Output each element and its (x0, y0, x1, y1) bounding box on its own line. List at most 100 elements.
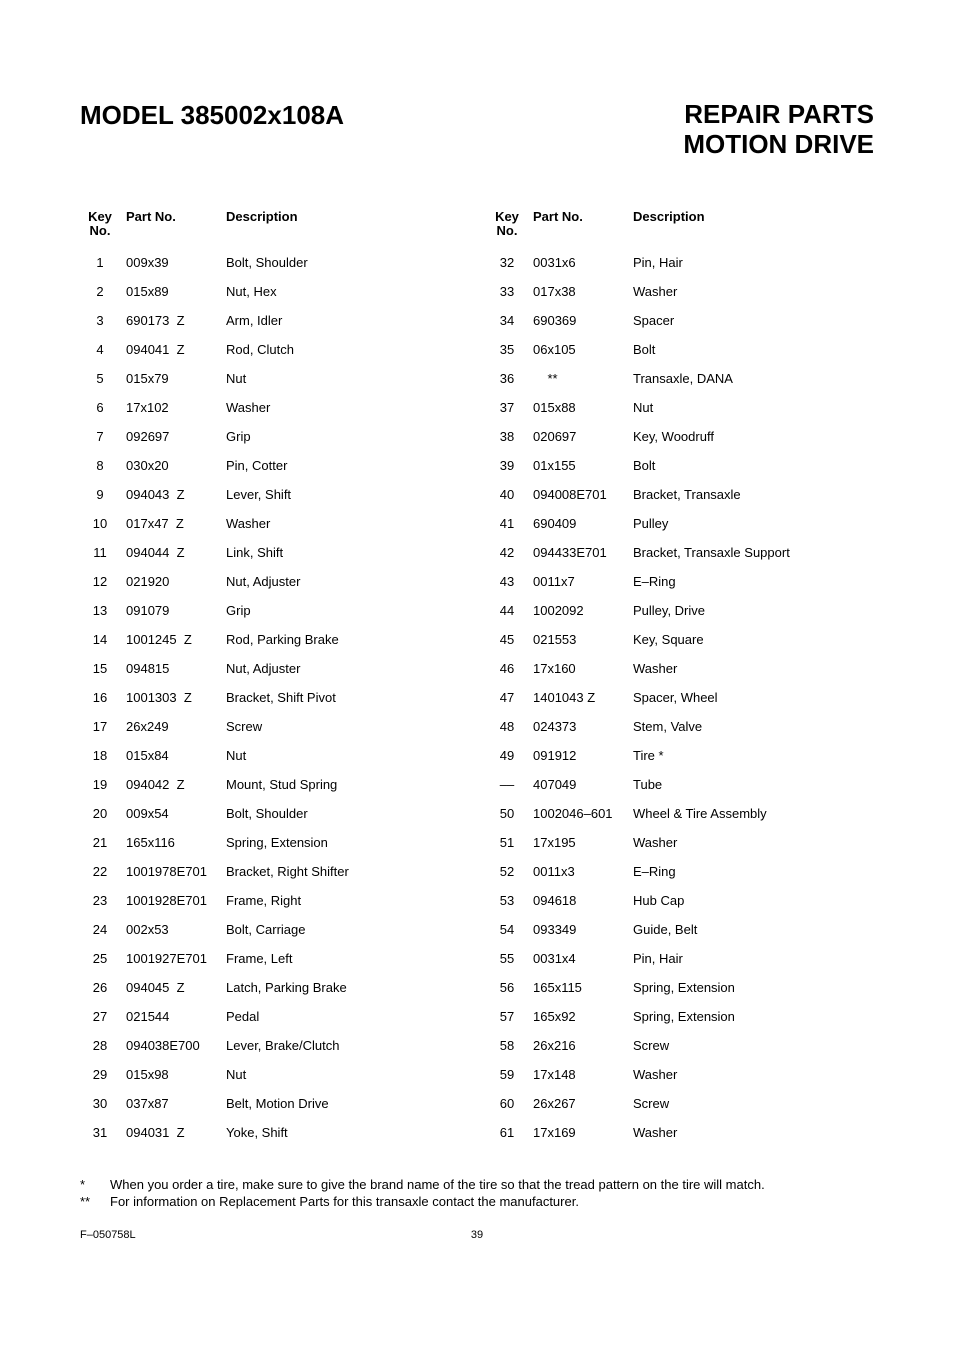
cell-part: 01x155 (527, 458, 627, 473)
parts-column-left: Key No. Part No. Description 1009x39Bolt… (80, 210, 467, 1148)
cell-key: 13 (80, 603, 120, 618)
cell-part: 094008E701 (527, 487, 627, 502)
parts-column-right: Key No. Part No. Description 320031x6Pin… (487, 210, 874, 1148)
cell-description: Yoke, Shift (220, 1125, 467, 1140)
cell-key: 56 (487, 980, 527, 995)
cell-description: Pulley (627, 516, 874, 531)
cell-key: 20 (80, 806, 120, 821)
cell-part: 1001978E701 (120, 864, 220, 879)
cell-description: Pulley, Drive (627, 603, 874, 618)
cell-description: Bracket, Right Shifter (220, 864, 467, 879)
header-key: Key No. (487, 210, 527, 239)
table-row: 15094815Nut, Adjuster (80, 654, 467, 683)
cell-part: 094038E700 (120, 1038, 220, 1053)
cell-part: 021920 (120, 574, 220, 589)
table-row: 550031x4Pin, Hair (487, 944, 874, 973)
footnote-text: When you order a tire, make sure to give… (110, 1177, 874, 1192)
cell-description: Spring, Extension (627, 980, 874, 995)
cell-part: 26x267 (527, 1096, 627, 1111)
cell-key: 30 (80, 1096, 120, 1111)
cell-key: 12 (80, 574, 120, 589)
cell-key: 47 (487, 690, 527, 705)
cell-description: Arm, Idler (220, 313, 467, 328)
cell-key: 57 (487, 1009, 527, 1024)
cell-part: 690173 Z (120, 313, 220, 328)
cell-key: 2 (80, 284, 120, 299)
section-title-line2: MOTION DRIVE (683, 130, 874, 160)
cell-part: 0011x7 (527, 574, 627, 589)
cell-key: 45 (487, 632, 527, 647)
footer-doc: F–050758L (80, 1229, 462, 1241)
cell-description: Key, Woodruff (627, 429, 874, 444)
cell-part: 015x89 (120, 284, 220, 299)
cell-part: 015x84 (120, 748, 220, 763)
cell-part: 094815 (120, 661, 220, 676)
cell-key: 6 (80, 400, 120, 415)
cell-description: Pedal (220, 1009, 467, 1024)
cell-key: 8 (80, 458, 120, 473)
cell-part: 17x102 (120, 400, 220, 415)
header-key-line1: Key (487, 210, 527, 224)
cell-description: Bracket, Transaxle (627, 487, 874, 502)
cell-key: 43 (487, 574, 527, 589)
footnotes: *When you order a tire, make sure to giv… (80, 1177, 874, 1209)
table-row: 7092697Grip (80, 422, 467, 451)
cell-part: 165x116 (120, 835, 220, 850)
cell-description: Screw (627, 1096, 874, 1111)
cell-part: 407049 (527, 777, 627, 792)
cell-description: Screw (627, 1038, 874, 1053)
table-row: 6117x169Washer (487, 1118, 874, 1147)
table-row: 34690369Spacer (487, 306, 874, 335)
footnote-line: **For information on Replacement Parts f… (80, 1194, 874, 1209)
cell-key: 24 (80, 922, 120, 937)
cell-description: E–Ring (627, 574, 874, 589)
table-row: 12021920Nut, Adjuster (80, 567, 467, 596)
cell-description: Tube (627, 777, 874, 792)
cell-part: 094031 Z (120, 1125, 220, 1140)
cell-part: 030x20 (120, 458, 220, 473)
cell-part: 26x216 (527, 1038, 627, 1053)
cell-part: 094044 Z (120, 545, 220, 560)
cell-part: 165x92 (527, 1009, 627, 1024)
table-row: 10017x47 ZWasher (80, 509, 467, 538)
cell-part: 1401043 Z (527, 690, 627, 705)
table-row: 617x102Washer (80, 393, 467, 422)
cell-description: Pin, Hair (627, 951, 874, 966)
cell-description: Mount, Stud Spring (220, 777, 467, 792)
cell-description: Frame, Right (220, 893, 467, 908)
cell-key: 49 (487, 748, 527, 763)
footer-spacer (492, 1229, 874, 1241)
cell-description: Screw (220, 719, 467, 734)
cell-part: 0011x3 (527, 864, 627, 879)
cell-part: 094041 Z (120, 342, 220, 357)
cell-key: 35 (487, 342, 527, 357)
cell-part: 690369 (527, 313, 627, 328)
cell-description: Link, Shift (220, 545, 467, 560)
cell-key: 38 (487, 429, 527, 444)
cell-description: Washer (627, 284, 874, 299)
table-row: 18015x84Nut (80, 741, 467, 770)
cell-description: Bracket, Shift Pivot (220, 690, 467, 705)
table-row: 5917x148Washer (487, 1060, 874, 1089)
cell-description: Spacer (627, 313, 874, 328)
cell-part: 037x87 (120, 1096, 220, 1111)
table-row: 3901x155Bolt (487, 451, 874, 480)
table-row: 21165x116Spring, Extension (80, 828, 467, 857)
footnote-symbol: ** (80, 1194, 110, 1209)
table-row: 24002x53Bolt, Carriage (80, 915, 467, 944)
cell-part: ** (527, 371, 627, 386)
table-row: 5826x216Screw (487, 1031, 874, 1060)
page-footer: F–050758L 39 (80, 1229, 874, 1241)
table-row: 430011x7E–Ring (487, 567, 874, 596)
table-row: 1726x249Screw (80, 712, 467, 741)
cell-key: 59 (487, 1067, 527, 1082)
table-row: 48024373Stem, Valve (487, 712, 874, 741)
cell-description: Bolt (627, 342, 874, 357)
cell-key: 46 (487, 661, 527, 676)
cell-key: 31 (80, 1125, 120, 1140)
cell-key: 37 (487, 400, 527, 415)
cell-description: Rod, Clutch (220, 342, 467, 357)
cell-part: 093349 (527, 922, 627, 937)
cell-key: 44 (487, 603, 527, 618)
cell-description: Lever, Shift (220, 487, 467, 502)
